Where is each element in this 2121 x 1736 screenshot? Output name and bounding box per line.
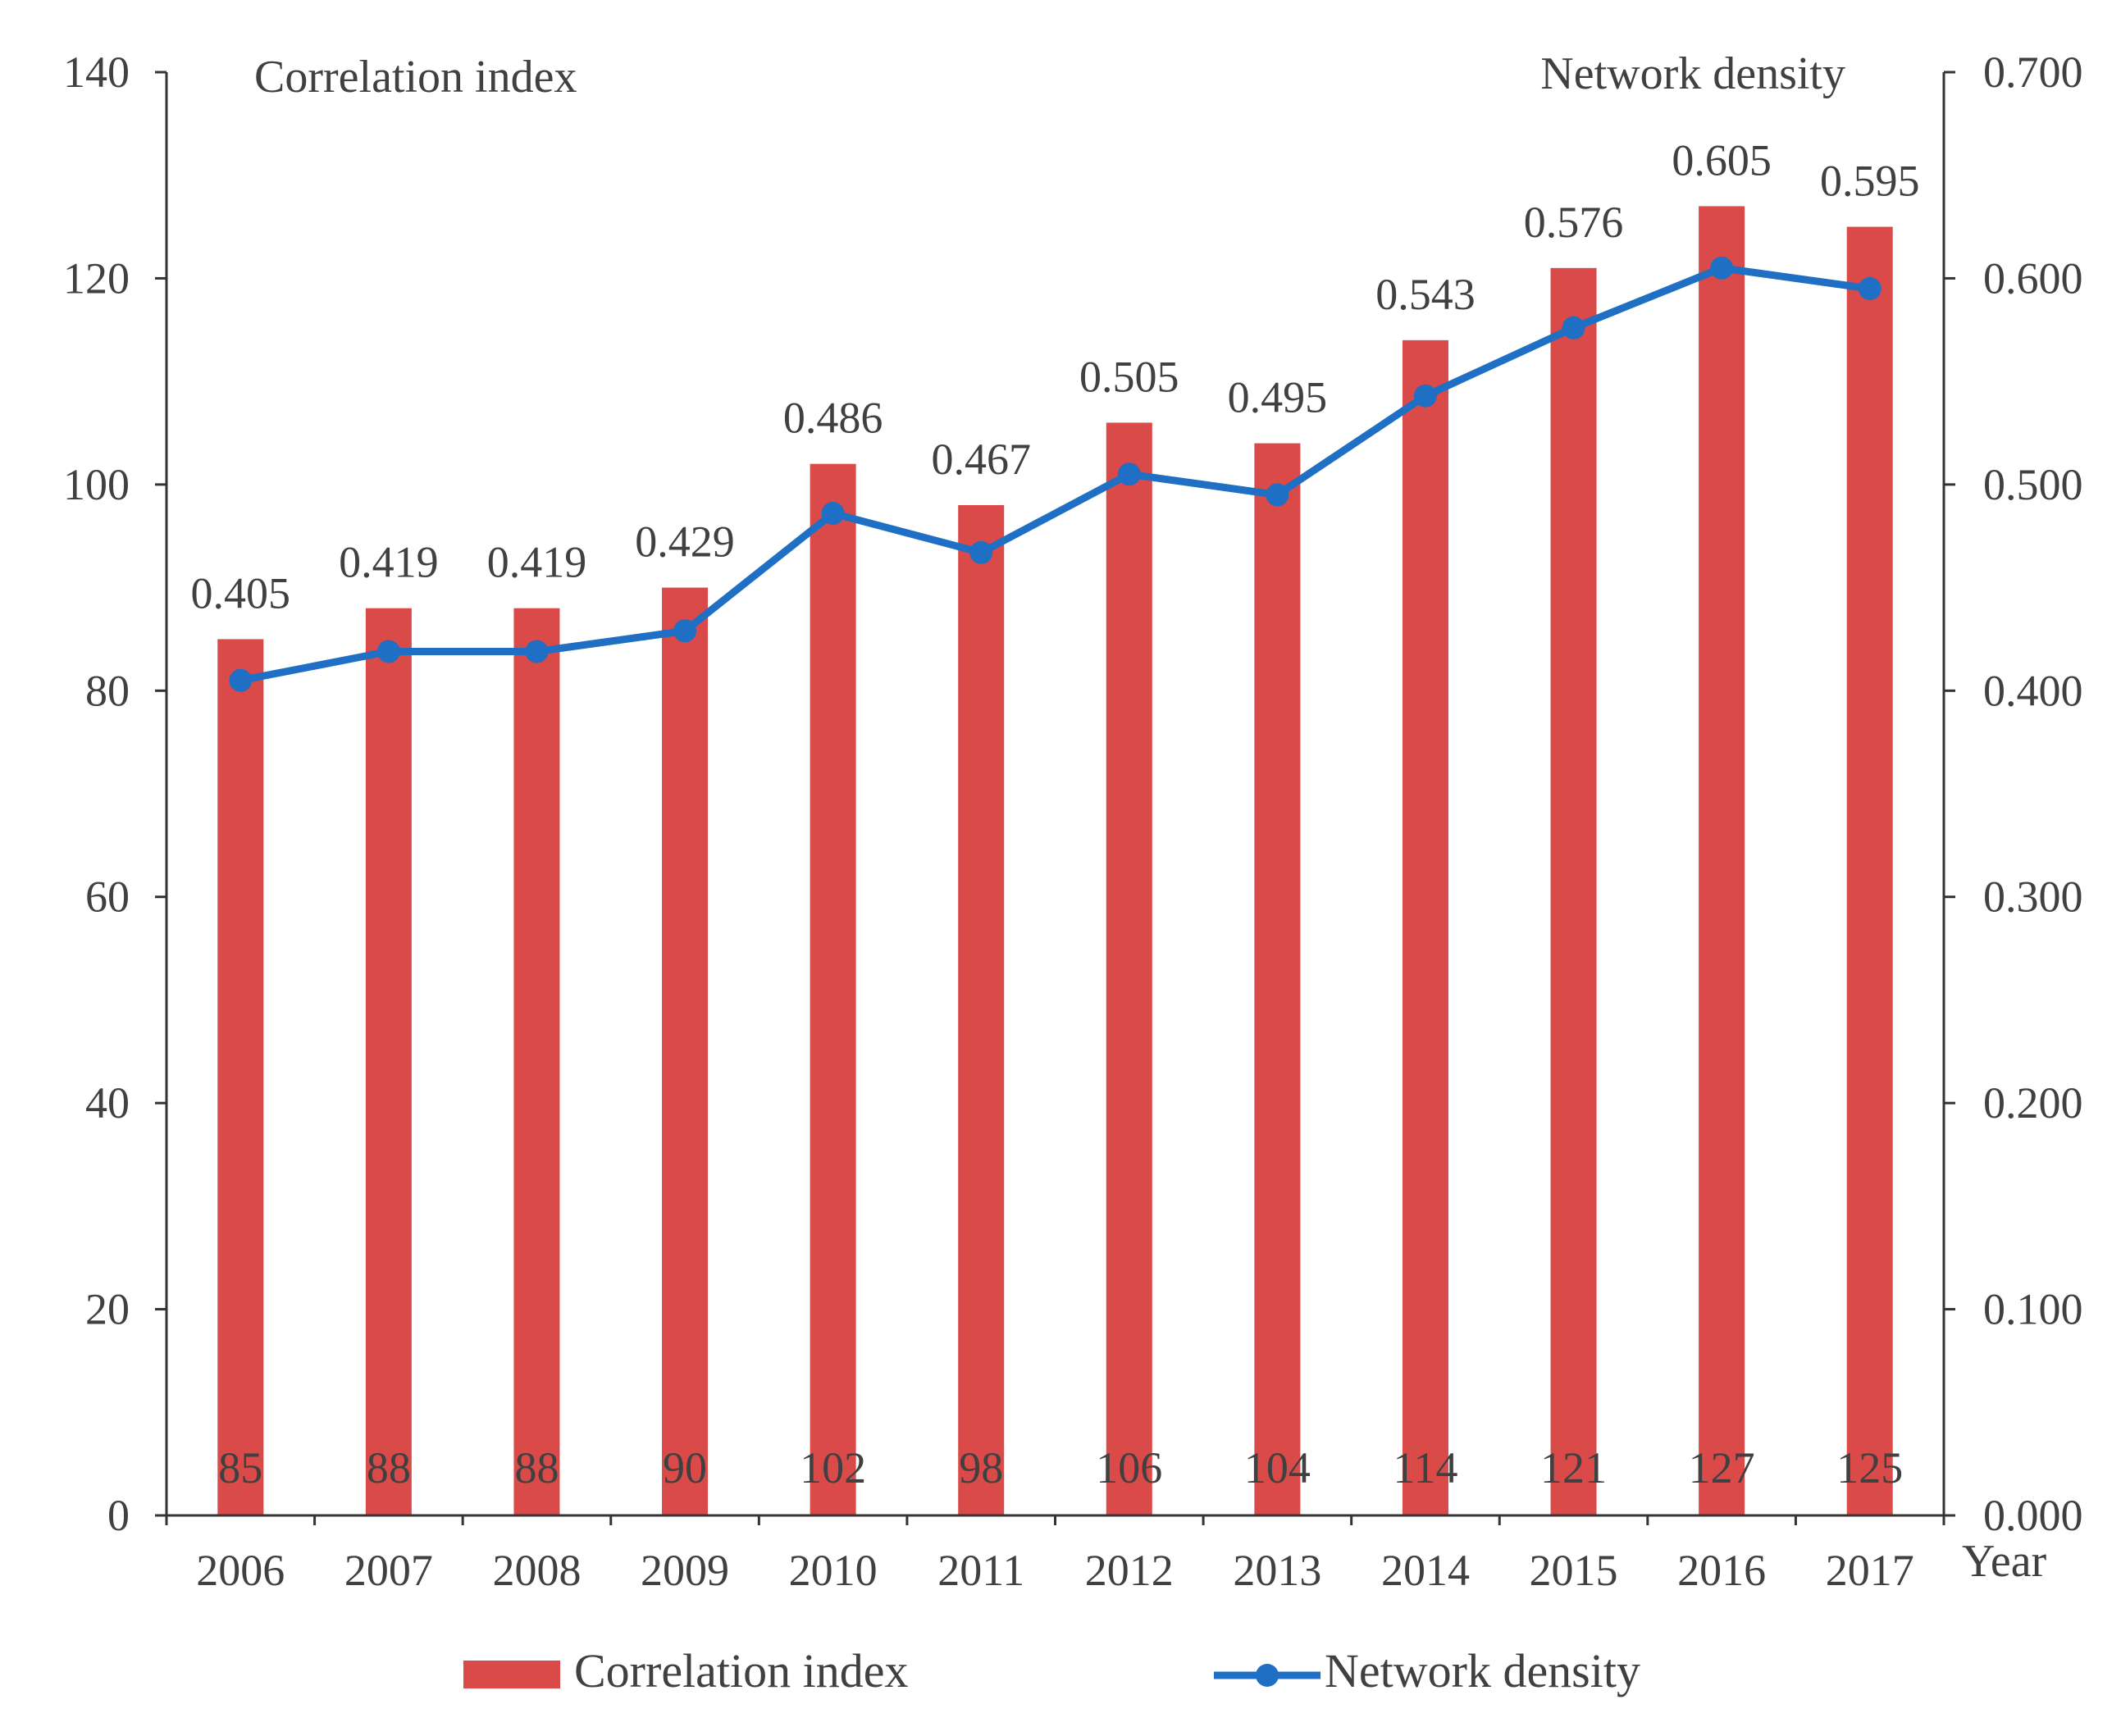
line-point-2012 xyxy=(1117,462,1141,486)
line-point-2006 xyxy=(229,668,253,692)
legend: Correlation index Network density xyxy=(463,1644,1640,1697)
left-tick-label: 80 xyxy=(85,666,130,715)
bar-value-label: 104 xyxy=(1244,1443,1311,1492)
x-tick-label: 2012 xyxy=(1085,1546,1174,1595)
left-tick-label: 120 xyxy=(63,253,130,303)
line-point-2011 xyxy=(969,540,993,564)
right-tick-label: 0.200 xyxy=(1983,1078,2083,1128)
line-point-2014 xyxy=(1413,384,1437,408)
bar-2009 xyxy=(662,587,709,1515)
line-value-label: 0.595 xyxy=(1820,157,1920,206)
line-point-2016 xyxy=(1710,256,1734,280)
x-tick-label: 2013 xyxy=(1233,1546,1321,1595)
bar-value-label: 114 xyxy=(1393,1443,1457,1492)
line-point-2007 xyxy=(376,640,400,663)
bar-2017 xyxy=(1846,226,1893,1516)
left-tick-label: 140 xyxy=(63,48,130,97)
line-value-label: 0.429 xyxy=(635,517,735,567)
bar-value-label: 127 xyxy=(1689,1443,1755,1492)
bar-value-label: 85 xyxy=(218,1443,262,1492)
line-value-label: 0.543 xyxy=(1375,270,1476,319)
right-axis-title: Network density xyxy=(1540,48,1845,99)
data-labels: 85 88 88 90 102 98 106 104 114 121 127 125 0.405 0.41… xyxy=(191,135,1920,1492)
bar-2006 xyxy=(217,639,264,1515)
right-tick-label: 0.500 xyxy=(1983,460,2083,509)
right-tick-label: 0.400 xyxy=(1983,666,2083,715)
line-point-2017 xyxy=(1858,277,1882,300)
legend-swatch-correlation-index xyxy=(463,1661,560,1688)
bar-2015 xyxy=(1550,267,1597,1515)
line-series xyxy=(229,256,1882,692)
bar-2013 xyxy=(1254,443,1301,1515)
bar-2016 xyxy=(1699,206,1745,1515)
x-tick-label: 2008 xyxy=(492,1546,581,1595)
bar-2012 xyxy=(1106,422,1152,1515)
x-tick-label: 2009 xyxy=(641,1546,729,1595)
bar-2010 xyxy=(810,463,856,1515)
line-value-label: 0.495 xyxy=(1228,373,1328,422)
bar-value-label: 88 xyxy=(514,1443,559,1492)
right-tick-label: 0.100 xyxy=(1983,1285,2083,1334)
left-tick-label: 100 xyxy=(63,460,130,509)
x-tick-label: 2007 xyxy=(344,1546,433,1595)
x-tick-label: 2017 xyxy=(1826,1546,1914,1595)
line-point-2013 xyxy=(1266,483,1289,507)
line-value-label: 0.467 xyxy=(931,435,1031,484)
line-point-2008 xyxy=(525,640,549,663)
legend-label-network-density: Network density xyxy=(1325,1644,1640,1697)
bar-2011 xyxy=(958,505,1005,1515)
right-tick-label: 0.700 xyxy=(1983,48,2083,97)
line-value-label: 0.405 xyxy=(191,568,291,617)
bar-value-label: 102 xyxy=(800,1443,866,1492)
bar-value-label: 88 xyxy=(367,1443,411,1492)
right-tick-label: 0.000 xyxy=(1983,1491,2083,1540)
x-tick-label: 2016 xyxy=(1677,1546,1766,1595)
line-value-label: 0.605 xyxy=(1672,135,1772,185)
bar-2008 xyxy=(513,608,560,1515)
left-tick-label: 20 xyxy=(85,1285,130,1334)
bar-value-label: 90 xyxy=(663,1443,707,1492)
line-value-label: 0.486 xyxy=(783,394,883,443)
bar-series xyxy=(217,206,1893,1516)
left-tick-label: 0 xyxy=(107,1491,130,1540)
bar-value-label: 98 xyxy=(959,1443,1003,1492)
bar-value-label: 121 xyxy=(1540,1443,1607,1492)
legend-marker-network-density xyxy=(1256,1664,1279,1687)
x-tick-label: 2010 xyxy=(789,1546,878,1595)
x-tick-label: 2015 xyxy=(1530,1546,1618,1595)
left-axis-title: Correlation index xyxy=(254,52,577,103)
bar-value-label: 125 xyxy=(1836,1443,1903,1492)
right-tick-label: 0.300 xyxy=(1983,873,2083,922)
x-tick-label: 2006 xyxy=(196,1546,285,1595)
bar-2014 xyxy=(1402,339,1448,1515)
legend-label-correlation-index: Correlation index xyxy=(574,1644,909,1697)
left-tick-label: 40 xyxy=(85,1078,130,1128)
bar-2007 xyxy=(365,608,412,1515)
line-value-label: 0.419 xyxy=(487,538,587,587)
network-density-line xyxy=(239,264,1871,685)
x-axis-title: Year xyxy=(1962,1536,2047,1587)
line-point-2015 xyxy=(1562,316,1585,339)
bar-value-label: 106 xyxy=(1096,1443,1162,1492)
line-value-label: 0.576 xyxy=(1524,198,1624,247)
line-point-2009 xyxy=(673,619,697,643)
line-value-label: 0.419 xyxy=(339,538,439,587)
axes: 0 20 40 60 80 100 120 140 0.000 0.100 0.200 0.300 0.… xyxy=(63,48,2083,1595)
line-point-2010 xyxy=(821,502,845,526)
right-tick-label: 0.600 xyxy=(1983,253,2083,303)
x-tick-label: 2014 xyxy=(1381,1546,1470,1595)
line-value-label: 0.505 xyxy=(1079,352,1179,401)
x-tick-label: 2011 xyxy=(937,1546,1024,1595)
left-tick-label: 60 xyxy=(85,873,130,922)
